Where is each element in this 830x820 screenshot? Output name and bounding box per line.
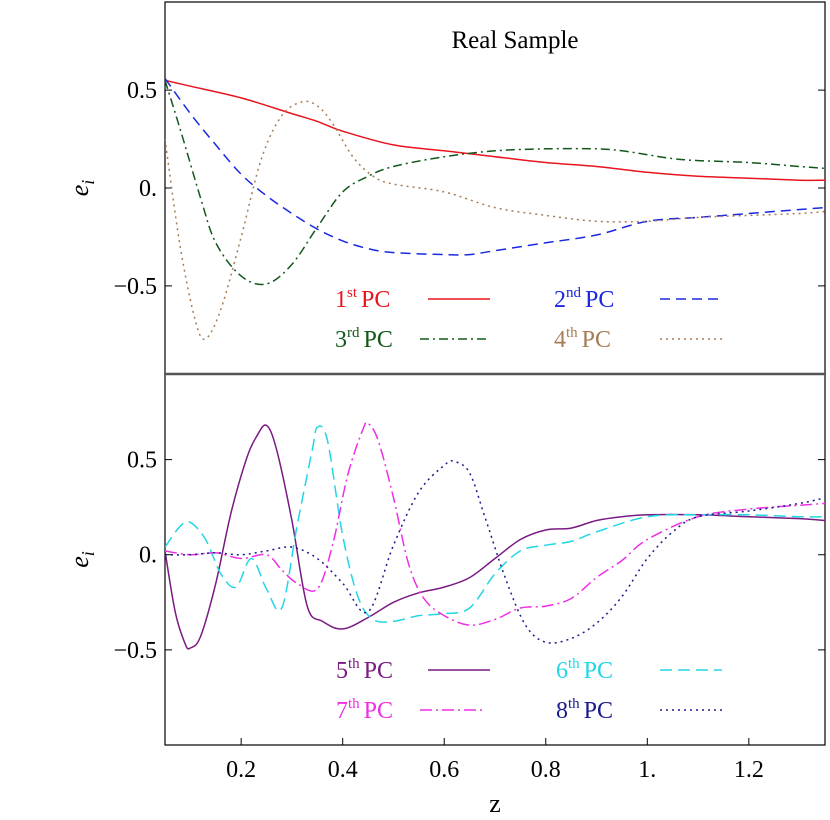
x-tick-label: 0.8	[531, 757, 561, 783]
x-tick-label: 0.2	[226, 757, 256, 783]
series-line-4th-pc	[165, 100, 825, 340]
x-tick-label: 0.6	[429, 757, 459, 783]
y-axis-label: ei	[65, 551, 98, 568]
series-line-5th-pc	[165, 424, 825, 650]
legend-label: 1st PC	[335, 285, 390, 313]
y-tick-label: −0.5	[113, 274, 157, 300]
legend-label: 5th PC	[336, 656, 393, 684]
y-tick-label: 0.5	[127, 448, 157, 474]
series-line-1st-pc	[165, 79, 825, 182]
legend-label: 3rd PC	[335, 325, 393, 353]
series-line-8th-pc	[165, 460, 825, 644]
panel-annotation: Real Sample	[451, 27, 578, 54]
y-tick-label: −0.5	[113, 638, 157, 664]
legend-label: 8th PC	[556, 696, 613, 724]
y-tick-label: 0.	[139, 176, 157, 202]
series-line-6th-pc	[165, 425, 825, 623]
y-tick-label: 0.	[139, 543, 157, 569]
y-axis-label: ei	[65, 180, 98, 197]
top-panel: 0.5 0. −0.5 ei Real Sample 1st PC 2nd PC 3rd PC 4th…	[65, 1, 826, 375]
series-line-7th-pc	[165, 421, 825, 626]
bottom-panel: 0.5 0. −0.5 0.2 0.4 0.6 0.8 1. 1.2 ei z 5th PC 6th PC 7…	[65, 373, 826, 818]
legend-label: 6th PC	[556, 656, 613, 684]
legend-label: 4th PC	[554, 325, 611, 353]
plot-frame	[164, 373, 826, 746]
x-axis-label: z	[489, 789, 501, 818]
series-line-3rd-pc	[165, 80, 825, 286]
series-line-2nd-pc	[165, 77, 825, 256]
plot-frame	[164, 1, 826, 375]
legend-label: 7th PC	[336, 696, 393, 724]
x-tick-label: 0.4	[328, 757, 358, 783]
legend-label: 2nd PC	[554, 285, 614, 313]
x-tick-label: 1.2	[734, 757, 764, 783]
y-tick-label: 0.5	[127, 78, 157, 104]
x-tick-label: 1.	[638, 757, 656, 783]
